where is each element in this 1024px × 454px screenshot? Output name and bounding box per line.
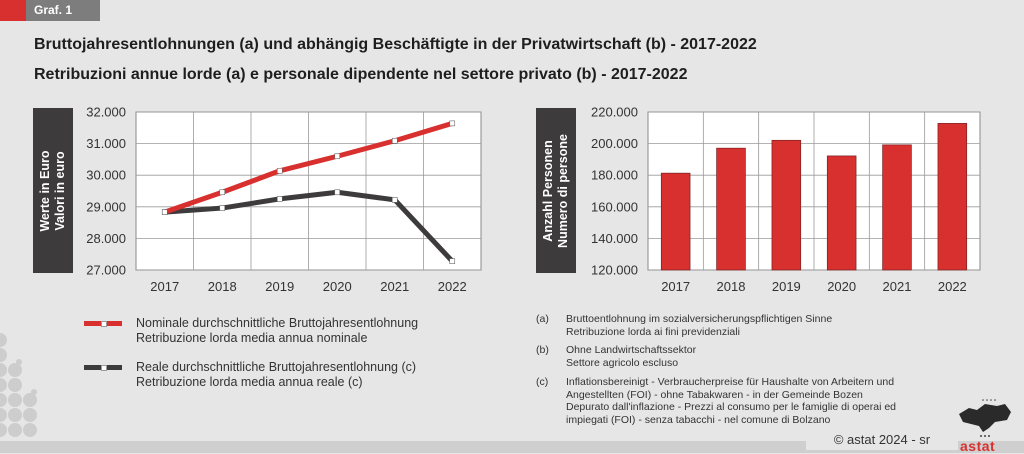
line-chart-ylabel-box: Werte in Euro Valori in euro: [33, 108, 73, 273]
bar-chart-xtick-label: 2018: [717, 279, 746, 294]
bar-chart-xtick-label: 2022: [938, 279, 967, 294]
line-chart-xtick-label: 2019: [265, 279, 294, 294]
note-c-line: Inflationsbereinigt - Verbraucherpreise …: [566, 376, 895, 388]
note-c-line: Depurato dall'inflazione - Prezzi al con…: [566, 401, 897, 413]
legend-swatch-real: [84, 365, 122, 371]
note-c-line: impiegati (FOI) - senza tabacchi - nel c…: [566, 413, 831, 426]
astat-logo-icon: [959, 399, 1011, 437]
bar-chart-ylabel-box: Anzahl Personen Numero di persone: [536, 108, 576, 273]
note-a-key: (a): [536, 313, 549, 325]
line-chart-ytick-label: 30.000: [86, 168, 126, 183]
legend-label-real-de: Reale durchschnittliche Bruttojahresentl…: [136, 360, 417, 374]
line-chart-ytick-label: 28.000: [86, 231, 126, 246]
bar-chart-xtick-label: 2019: [772, 279, 801, 294]
bar-2020: [826, 155, 857, 271]
bar-2022: [937, 123, 968, 271]
line-point-nominal: [334, 153, 341, 160]
note-c-line: Angestellten (FOI) - ohne Tabakwaren - i…: [566, 388, 863, 401]
legend-swatch-nominal: [84, 321, 122, 327]
bar-chart-xtick-label: 2020: [827, 279, 856, 294]
line-series-real: [164, 189, 455, 263]
bar-chart-ytick-label: 220.000: [591, 105, 638, 120]
note-c-key: (c): [536, 376, 549, 388]
line-point-real: [391, 197, 398, 203]
line-point-real: [161, 209, 168, 215]
figure-tag: Graf. 1: [26, 0, 100, 21]
bar-chart-ytick-label: 120.000: [591, 263, 638, 278]
bar-chart-ytick-label: 160.000: [591, 199, 638, 214]
line-point-real: [219, 205, 226, 211]
bar-chart-ytick-label: 180.000: [591, 168, 638, 183]
bar-chart-xtick-label: 2017: [661, 279, 690, 294]
line-point-real: [334, 189, 341, 196]
line-chart-xtick-label: 2018: [208, 279, 237, 294]
legend-label-nominal-de: Nominale durchschnittliche Bruttojahrese…: [136, 316, 419, 330]
legend-label-nominal-it: Retribuzione lorda media annua nominale: [136, 331, 368, 345]
bar-2018: [716, 147, 746, 271]
line-series-nominal: [163, 120, 453, 215]
astat-logo-text: astat: [960, 438, 996, 454]
note-b-line: Ohne Landwirtschaftssektor: [566, 344, 697, 356]
note-b-line: Settore agricolo escluso: [566, 356, 679, 369]
chart-title-de: Bruttojahresentlohnungen (a) und abhängi…: [34, 36, 757, 53]
line-chart-ytick-label: 27.000: [86, 263, 126, 278]
bar-chart-xtick-label: 2021: [883, 279, 912, 294]
bar-chart-ytick-label: 140.000: [591, 231, 638, 246]
line-point-nominal: [276, 167, 283, 174]
line-chart-xtick-label: 2021: [380, 279, 409, 294]
line-point-nominal: [449, 120, 456, 127]
header-red-block: [0, 0, 26, 21]
bar-2017: [660, 172, 691, 271]
line-chart-xtick-label: 2022: [438, 279, 467, 294]
copyright-text: © astat 2024 - sr: [806, 430, 958, 450]
line-point-real: [449, 258, 456, 264]
bar-2021: [882, 144, 912, 271]
note-a-line: Retribuzione lorda ai fini previdenziali: [566, 325, 740, 338]
line-chart-xtick-label: 2020: [323, 279, 352, 294]
legend-label-real-it: Retribuzione lorda media annua reale (c): [136, 375, 363, 389]
line-chart-xtick-label: 2017: [150, 279, 179, 294]
bar-2019: [771, 139, 802, 271]
chart-title-it: Retribuzioni annue lorde (a) e personale…: [34, 66, 688, 83]
line-point-real: [276, 196, 283, 202]
bar-chart-ytick-label: 200.000: [591, 136, 638, 151]
note-b-key: (b): [536, 344, 549, 356]
note-a-line: Bruttoentlohnung im sozialversicherungsp…: [566, 313, 833, 325]
line-chart-ytick-label: 31.000: [86, 136, 126, 151]
line-chart-ytick-label: 29.000: [86, 199, 126, 214]
line-point-nominal: [219, 189, 226, 196]
footer-bar: [0, 441, 1024, 453]
line-chart-ytick-label: 32.000: [86, 105, 126, 120]
line-point-nominal: [391, 137, 398, 144]
